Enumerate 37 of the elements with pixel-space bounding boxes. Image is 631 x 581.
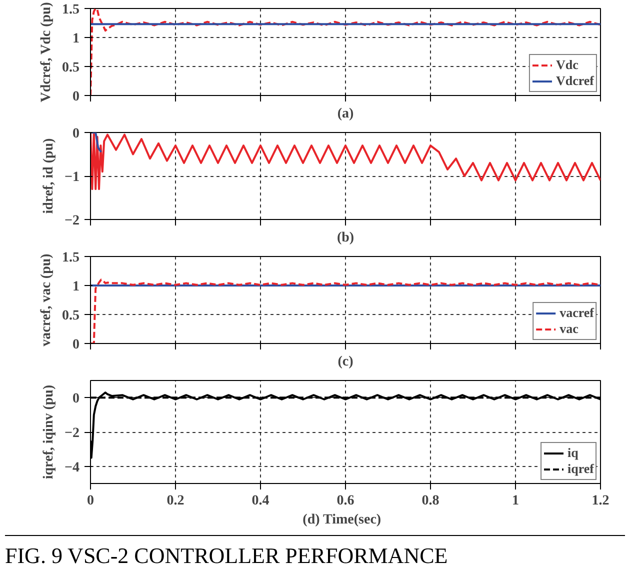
y-tick-label: −2 (64, 214, 80, 228)
y-tick-label: −4 (64, 460, 80, 476)
y-tick-label: 0 (72, 338, 80, 352)
y-tick-label: 1 (72, 32, 80, 46)
y-tick-label: −1 (64, 170, 80, 185)
legend-label: iq (568, 445, 580, 461)
y-axis-title: idref, id (pu) (42, 138, 57, 214)
y-tick-label: 0.5 (62, 308, 80, 324)
y-tick-label: 1.5 (62, 2, 80, 18)
x-tick-label: 0.8 (422, 494, 440, 508)
line-series (90, 132, 600, 190)
legend-label: iqref (568, 461, 594, 477)
x-tick-label: 0.2 (166, 494, 184, 508)
x-tick-label: 0 (87, 494, 94, 508)
x-tick-label: 0.6 (336, 494, 354, 508)
x-axis-title: (d) Time(sec) (302, 512, 382, 528)
y-tick-label: −2 (64, 426, 80, 441)
y-axis-title: iqref, iqinv (pu) (42, 384, 57, 480)
y-tick-label: 1.5 (62, 250, 80, 266)
legend-label: Vdc (556, 57, 578, 73)
x-axis-title: (c) (338, 354, 354, 370)
legend-label: vacref (560, 305, 594, 321)
legend-label: vac (560, 321, 580, 337)
y-tick-label: 0 (72, 392, 80, 407)
caption: FIG. 9 VSC-2 CONTROLLER PERFORMANCE (5, 542, 448, 570)
y-tick-label: 1 (72, 280, 80, 294)
y-axis-title: Vdcref, Vdc (pu) (39, 2, 54, 102)
x-axis-title: (b) (336, 230, 354, 246)
x-tick-label: 1.2 (592, 494, 610, 508)
legend-label: Vdcref (556, 73, 594, 89)
y-axis-title: vacref, vac (pu) (39, 253, 54, 346)
x-tick-label: 0.4 (252, 494, 270, 508)
x-tick-label: 1 (512, 494, 519, 508)
y-tick-label: 0.5 (62, 60, 80, 76)
y-tick-label: 0 (72, 90, 80, 104)
y-tick-label: 0 (72, 126, 80, 142)
x-axis-title: (a) (337, 106, 354, 122)
